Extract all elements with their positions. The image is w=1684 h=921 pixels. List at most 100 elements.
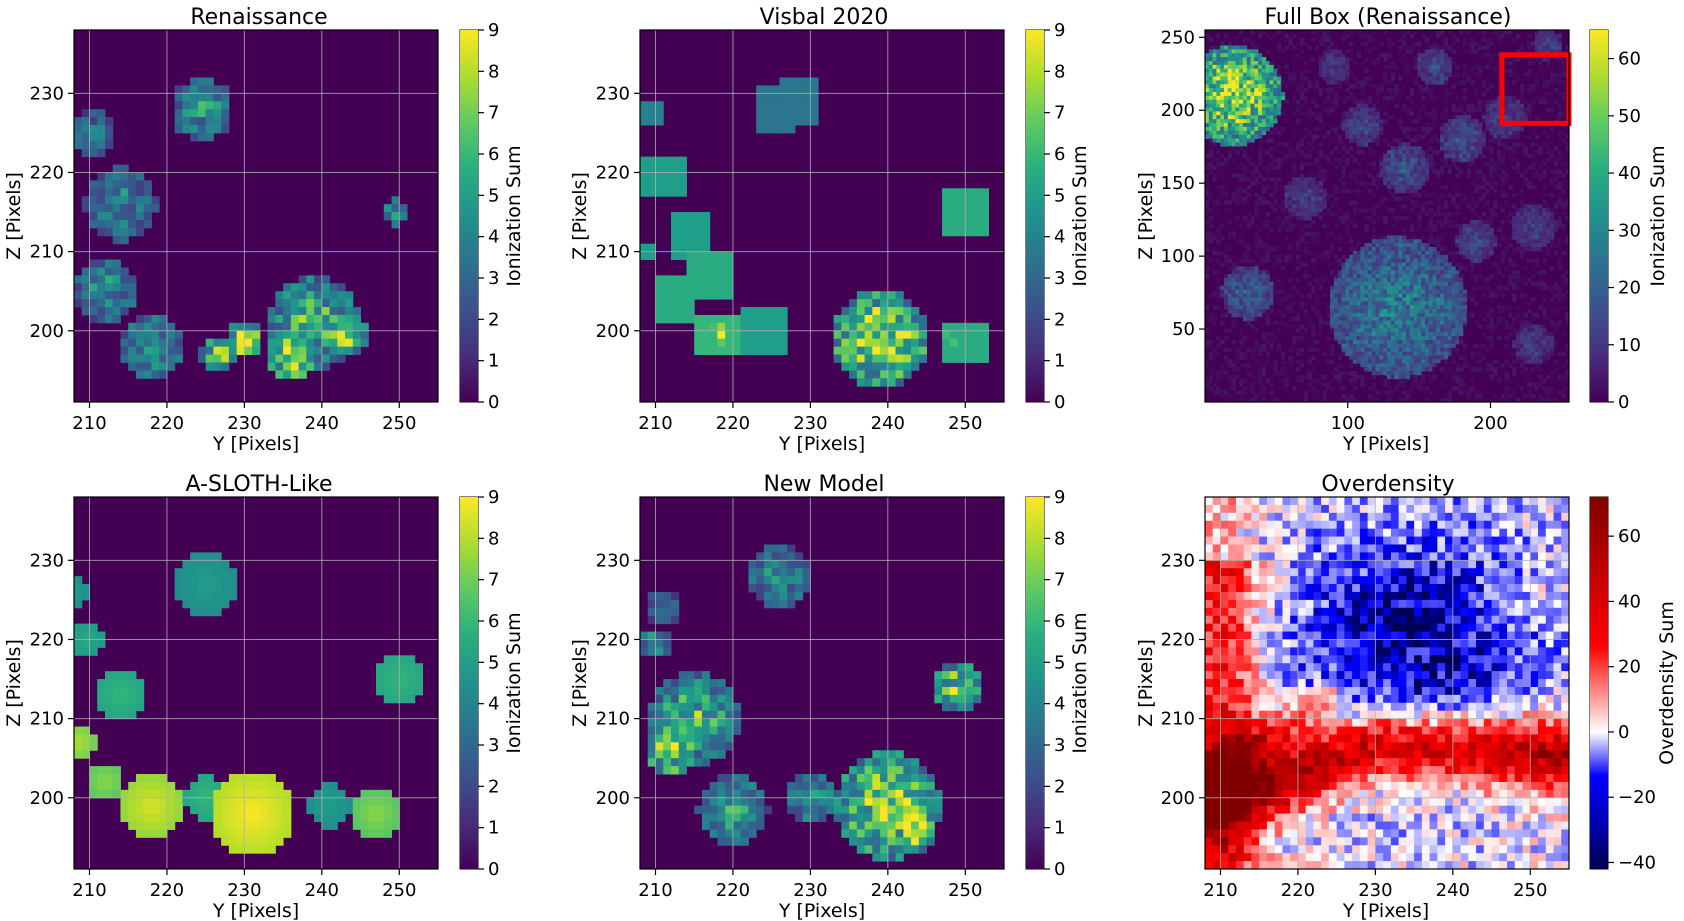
heatmap-cell — [1368, 99, 1373, 105]
heatmap-cell — [1330, 293, 1335, 298]
heatmap-cell — [1322, 173, 1327, 178]
heatmap-cell — [1443, 262, 1449, 267]
heatmap-cell — [1409, 200, 1415, 205]
heatmap-cell — [1341, 293, 1346, 298]
heatmap-cell — [1216, 84, 1221, 89]
heatmap-cell — [1447, 138, 1452, 143]
heatmap-cell — [1318, 254, 1324, 260]
heatmap-cell — [1227, 45, 1233, 50]
heatmap-cell — [1314, 76, 1320, 81]
heatmap-cell — [1223, 88, 1229, 93]
heatmap-cell — [1299, 305, 1305, 310]
heatmap-cell — [81, 267, 90, 276]
heatmap-cell — [1349, 92, 1354, 97]
heatmap-cell — [97, 124, 106, 134]
heatmap-cell — [283, 314, 292, 324]
heatmap-cell — [1364, 57, 1369, 62]
heatmap-cell — [1364, 293, 1369, 298]
heatmap-cell — [1542, 204, 1547, 209]
heatmap-cell — [1387, 250, 1392, 256]
heatmap-cell — [1432, 192, 1437, 198]
heatmap-cell — [1561, 161, 1566, 167]
heatmap-cell — [794, 101, 804, 110]
heatmap-cell — [1432, 134, 1437, 140]
heatmap-cell — [1394, 161, 1399, 167]
heatmap-cell — [1288, 254, 1293, 260]
heatmap-cell — [120, 164, 129, 173]
heatmap-cell — [1508, 243, 1513, 248]
heatmap-cell — [709, 283, 718, 292]
heatmap-cell — [1512, 80, 1517, 85]
heatmap-cell — [1231, 289, 1236, 295]
heatmap-cell — [205, 77, 214, 86]
heatmap-cell — [1349, 169, 1354, 174]
heatmap-cell — [1432, 68, 1437, 74]
heatmap-cell — [1542, 76, 1547, 81]
heatmap-cell — [1314, 309, 1320, 314]
heatmap-cell — [1421, 262, 1426, 267]
heatmap-cell — [1478, 231, 1483, 236]
heatmap-cell — [1383, 173, 1388, 178]
heatmap-cell — [1220, 45, 1225, 50]
heatmap-cell — [1212, 64, 1217, 70]
heatmap-cell — [1493, 130, 1498, 136]
heatmap-cell — [1436, 57, 1441, 62]
heatmap-cell — [1443, 111, 1449, 116]
heatmap-cell — [1459, 107, 1464, 112]
heatmap-cell — [1349, 53, 1354, 58]
heatmap-cell — [104, 267, 114, 276]
heatmap-cell — [1508, 61, 1513, 66]
heatmap-cell — [1383, 76, 1388, 81]
heatmap-cell — [748, 314, 757, 324]
heatmap-cell — [1303, 37, 1308, 43]
heatmap-cell — [640, 164, 649, 173]
heatmap-cell — [298, 346, 307, 356]
heatmap-cell — [1390, 157, 1396, 163]
heatmap-cell — [1375, 239, 1380, 244]
heatmap-cell — [1231, 111, 1236, 116]
heatmap-cell — [1485, 254, 1490, 260]
heatmap-cell — [1208, 119, 1214, 124]
heatmap-cell — [1417, 204, 1422, 209]
heatmap-cell — [1451, 301, 1456, 306]
heatmap-cell — [1387, 278, 1392, 283]
heatmap-cell — [1390, 192, 1396, 198]
heatmap-cell — [880, 299, 889, 308]
heatmap-cell — [1383, 161, 1388, 167]
heatmap-cell — [1368, 274, 1373, 279]
heatmap-cell — [120, 219, 129, 229]
heatmap-cell — [1402, 126, 1407, 132]
heatmap-cell — [1242, 138, 1248, 143]
heatmap-cell — [1432, 250, 1437, 256]
heatmap-cell — [1235, 57, 1240, 62]
heatmap-cell — [1470, 126, 1475, 132]
heatmap-cell — [1447, 130, 1452, 136]
heatmap-cell — [1383, 111, 1388, 116]
heatmap-cell — [135, 370, 145, 379]
heatmap-cell — [1349, 262, 1354, 267]
heatmap-cell — [1398, 196, 1403, 202]
heatmap-cell — [1466, 204, 1471, 209]
heatmap-cell — [887, 330, 897, 340]
heatmap-cell — [1250, 107, 1255, 112]
heatmap-cell — [89, 259, 98, 268]
heatmap-cell — [887, 378, 897, 387]
heatmap-cell — [1341, 285, 1346, 291]
heatmap-cell — [1459, 119, 1464, 124]
heatmap-cell — [1402, 270, 1407, 275]
heatmap-cell — [81, 283, 90, 292]
heatmap-cell — [1512, 37, 1517, 43]
heatmap-cell — [1455, 223, 1460, 229]
heatmap-cell — [1212, 126, 1217, 132]
heatmap-cell — [1459, 293, 1464, 298]
heatmap-cell — [1246, 88, 1251, 93]
heatmap-cell — [1318, 208, 1324, 213]
heatmap-cell — [1220, 103, 1225, 109]
heatmap-cell — [1333, 278, 1339, 283]
heatmap-cell — [1265, 150, 1270, 155]
heatmap-cell — [1489, 150, 1494, 155]
heatmap-cell — [151, 354, 160, 363]
heatmap-cell — [1277, 76, 1282, 81]
heatmap-cell — [1205, 103, 1210, 109]
heatmap-cell — [1246, 219, 1251, 225]
